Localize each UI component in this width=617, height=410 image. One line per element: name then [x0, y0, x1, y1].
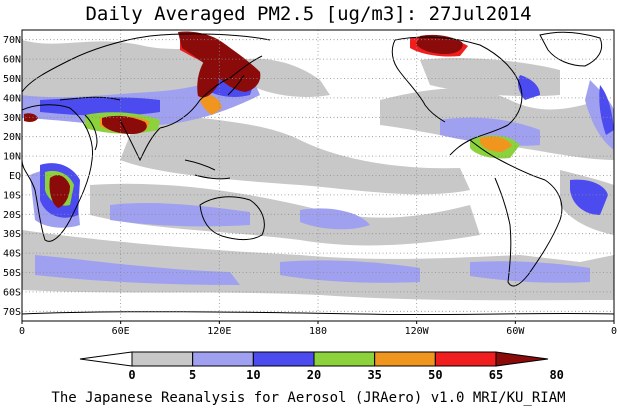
colorbar-label: 20: [307, 368, 321, 382]
latitude-label: 20N: [3, 132, 21, 143]
colorbar-segment: [313, 351, 376, 367]
map-title: Daily Averaged PM2.5 [ug/m3]: 27Jul2014: [85, 3, 532, 25]
latitude-label: 40N: [3, 93, 21, 104]
latitude-label: 30N: [3, 113, 21, 124]
longitude-labels: 0 60E 120E 180 120W 60W 0: [19, 321, 617, 337]
colorbar-label: 65: [489, 368, 503, 382]
latitude-labels: 70N 60N 50N 40N 30N 20N 10N EQ 10S 20S 30S 40S 50S 60…: [3, 35, 21, 318]
colorbar-low-arrow: [79, 351, 133, 367]
colorbar-label: 50: [428, 368, 442, 382]
colorbar-label: 35: [367, 368, 381, 382]
latitude-label: 30S: [3, 229, 21, 240]
colorbar: 0 5 10 20 35 50 65 80: [79, 351, 564, 382]
longitude-label: 60W: [506, 326, 525, 337]
coastlines: [22, 31, 614, 316]
attribution: The Japanese Reanalysis for Aerosol (JRA…: [51, 390, 566, 406]
latitude-label: 60S: [3, 287, 21, 298]
latitude-label: 50S: [3, 268, 21, 279]
longitude-label: 180: [309, 326, 327, 337]
latitude-label: 10S: [3, 190, 21, 201]
colorbar-segment: [131, 351, 194, 367]
graticule: [22, 30, 614, 321]
colorbar-label: 5: [189, 368, 196, 382]
latitude-label: 10N: [3, 152, 21, 163]
latitude-label: 70S: [3, 307, 21, 318]
latitude-label: 70N: [3, 35, 21, 46]
colorbar-segment: [192, 351, 254, 367]
longitude-label: 60E: [112, 326, 130, 337]
longitude-label: 0: [19, 326, 25, 337]
latitude-label: 60N: [3, 55, 21, 66]
colorbar-segment: [434, 351, 497, 367]
longitude-label: 120E: [207, 326, 231, 337]
colorbar-label: 10: [246, 368, 260, 382]
latitude-label: EQ: [9, 171, 21, 182]
longitude-label: 120W: [405, 326, 430, 337]
colorbar-label: 80: [549, 368, 563, 382]
latitude-label: 40S: [3, 249, 21, 260]
latitude-label: 50N: [3, 74, 21, 85]
colorbar-segment: [252, 351, 315, 367]
colorbar-high-arrow: [495, 351, 549, 367]
colorbar-segment: [374, 351, 436, 367]
latitude-label: 20S: [3, 210, 21, 221]
colorbar-label: 0: [128, 368, 135, 382]
longitude-label: 0: [611, 326, 617, 337]
